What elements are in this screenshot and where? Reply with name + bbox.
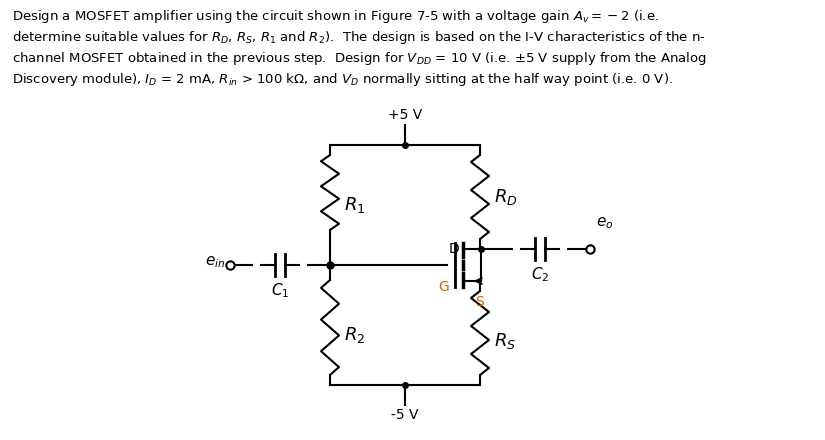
Text: $C_2$: $C_2$ bbox=[530, 265, 549, 284]
Text: Design a MOSFET amplifier using the circuit shown in Figure 7-5 with a voltage g: Design a MOSFET amplifier using the circ… bbox=[12, 8, 659, 25]
Text: $e_o$: $e_o$ bbox=[596, 215, 614, 231]
Text: G: G bbox=[439, 280, 450, 294]
Text: $e_{in}$: $e_{in}$ bbox=[205, 254, 225, 270]
Text: $R_S$: $R_S$ bbox=[494, 331, 516, 351]
Text: -5 V: -5 V bbox=[391, 408, 419, 422]
Text: channel MOSFET obtained in the previous step.  Design for $V_{DD}$ = 10 V (i.e. : channel MOSFET obtained in the previous … bbox=[12, 50, 707, 67]
Text: S: S bbox=[474, 295, 483, 309]
Text: determine suitable values for $R_D$, $R_S$, $R_1$ and $R_2$).  The design is bas: determine suitable values for $R_D$, $R_… bbox=[12, 29, 705, 46]
Text: $C_1$: $C_1$ bbox=[271, 281, 290, 300]
Text: $R_D$: $R_D$ bbox=[494, 187, 517, 207]
Text: Discovery module), $I_D$ = 2 mA, $R_{in}$ > 100 k$\Omega$, and $V_D$ normally si: Discovery module), $I_D$ = 2 mA, $R_{in}… bbox=[12, 71, 673, 88]
Text: $R_1$: $R_1$ bbox=[344, 195, 365, 215]
Text: +5 V: +5 V bbox=[388, 108, 422, 122]
Text: D: D bbox=[448, 242, 459, 256]
Text: $R_2$: $R_2$ bbox=[344, 325, 365, 345]
